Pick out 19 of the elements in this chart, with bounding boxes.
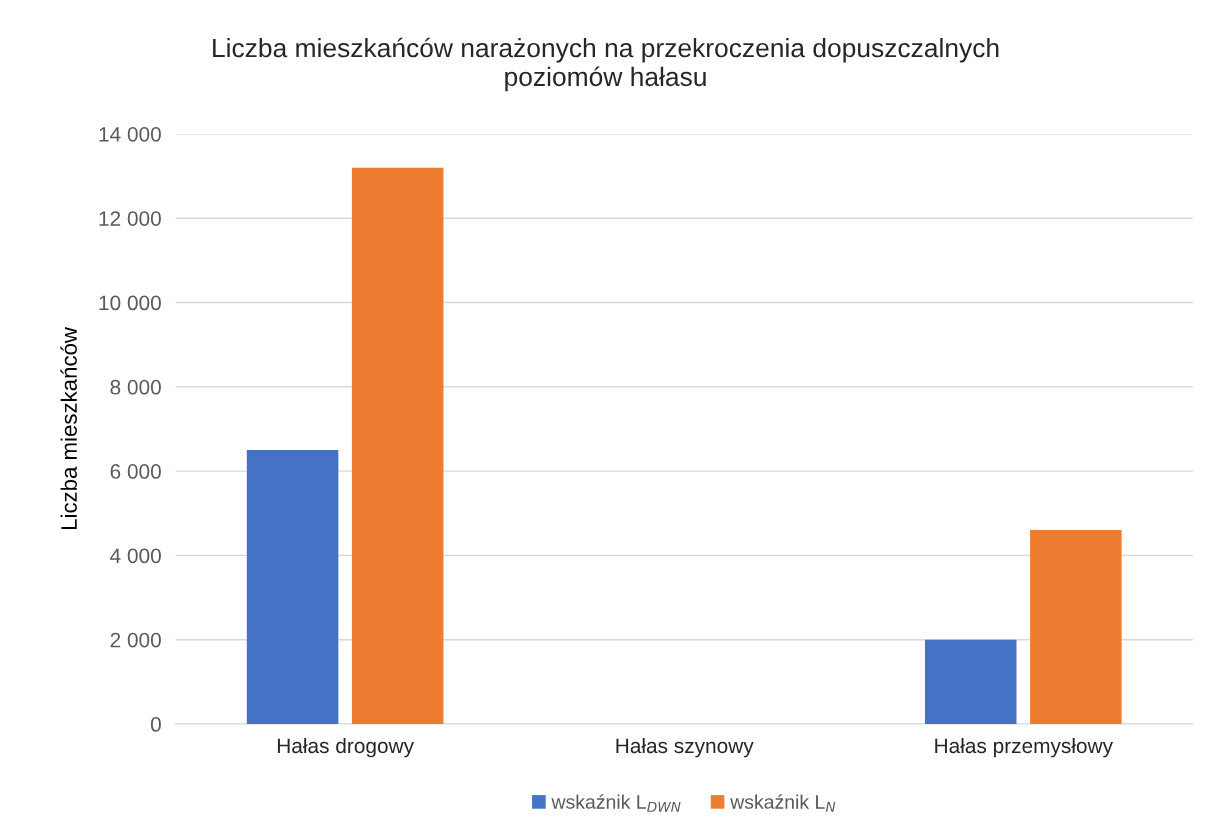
bar bbox=[1030, 530, 1122, 724]
y-tick-label: 0 bbox=[150, 717, 161, 732]
y-tick-label: 8 000 bbox=[110, 379, 161, 395]
bar bbox=[246, 450, 339, 724]
y-tick-label: 6 000 bbox=[110, 464, 161, 479]
x-tick-label: Hałas przemysłowy bbox=[935, 737, 1113, 758]
y-tick-label: 12 000 bbox=[99, 211, 161, 226]
bar bbox=[351, 167, 444, 724]
y-tick-label: 14 000 bbox=[99, 126, 161, 142]
x-tick-label: Hałas drogowy bbox=[277, 737, 414, 758]
bar bbox=[924, 639, 1017, 724]
y-tick-label: 2 000 bbox=[110, 632, 161, 648]
y-axis-title: Liczba mieszkańców bbox=[60, 327, 77, 530]
legend-label: wskaźnik L$_{DWN}$ bbox=[551, 794, 681, 812]
legend-label: wskaźnik L$_{N}$ bbox=[730, 794, 836, 812]
y-tick-label: 4 000 bbox=[110, 548, 161, 564]
x-tick-label: Hałas szynowy bbox=[616, 737, 754, 758]
chart-title: Liczba mieszkańców narażonych na przekroczenia dopuszczalnych poziomów hałasu bbox=[213, 37, 999, 92]
y-tick-label: 10 000 bbox=[99, 295, 161, 311]
